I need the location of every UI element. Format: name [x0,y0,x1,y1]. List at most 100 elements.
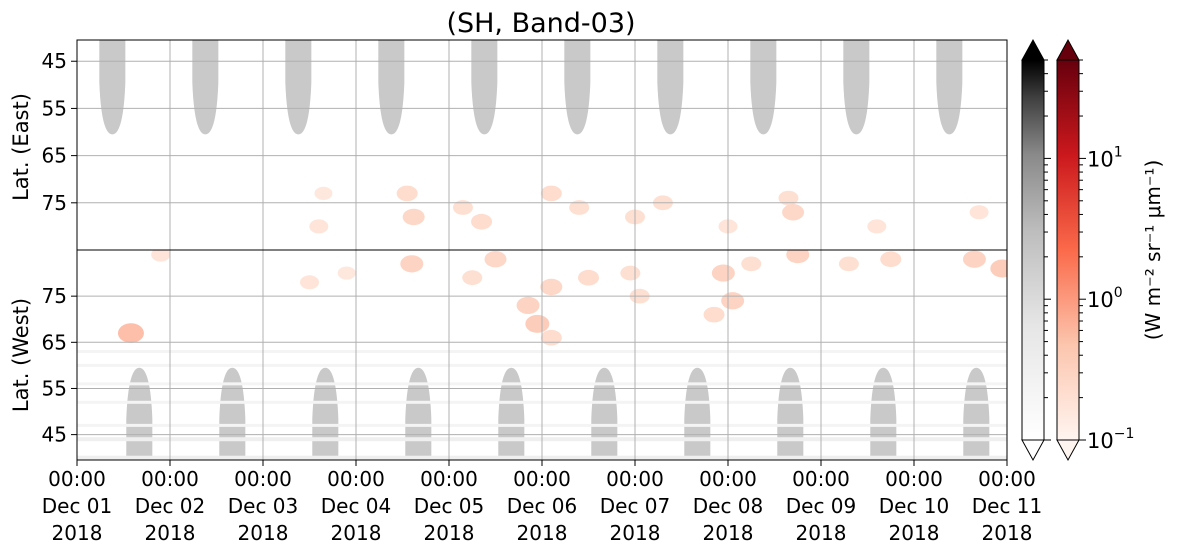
red-radiance-blob [402,208,425,226]
xtick-label: Dec 11 [972,494,1043,518]
west-grey-lobe [684,367,711,460]
red-radiance-blob [462,270,483,286]
red-radiance-blob [400,255,424,273]
xtick-label: 00:00 [48,467,106,491]
west-ytick-label: 65 [42,330,67,354]
west-grey-lobe [498,367,525,460]
red-radiance-blob [711,264,735,282]
colorbar-tick-label: 101 [1087,144,1123,171]
chart-title: (SH, Band-03) [446,8,635,39]
xtick-label: Dec 08 [693,494,764,518]
west-grey-lobe [126,367,153,460]
east-grey-lobe [471,40,498,135]
red-radiance-blob [969,205,989,220]
red-colorbar-body [1056,59,1080,441]
red-radiance-blob [990,259,1007,278]
east-grey-lobe [657,40,684,135]
red-colorbar-bottom-extend [1056,439,1080,462]
west-grey-lobe [219,367,246,460]
colorbars: 101 100 10−1 (W m⁻² sr⁻¹ μm⁻¹) [1021,38,1165,462]
west-ytick-label: 75 [42,284,67,308]
west-grey-lobe [405,367,432,460]
east-ytick-label: 55 [42,96,67,120]
xtick-label: 2018 [52,521,103,545]
east-grey-lobe [192,40,219,135]
xtick-label: 2018 [145,521,196,545]
red-radiance-blob [703,306,725,323]
east-panel [77,40,1007,250]
red-radiance-blob [117,323,144,343]
x-ticks: 00:00 Dec 01 2018 00:00 Dec 02 2018 00:00 Dec 0… [42,460,1043,545]
y-ticks: 45 55 65 75 75 65 55 45 [42,49,77,447]
xtick-label: Dec 03 [228,494,299,518]
west-ytick-label: 45 [42,423,67,447]
east-grey-lobe [750,40,777,135]
red-radiance-blob [578,269,599,286]
xtick-label: 00:00 [141,467,199,491]
red-colorbar-top-extend [1056,38,1080,61]
east-grey-lobe [564,40,591,135]
xtick-label: 00:00 [699,467,757,491]
xtick-label: Dec 05 [414,494,485,518]
red-radiance-blob [569,200,590,215]
xtick-label: 00:00 [234,467,292,491]
west-grey-lobe [963,367,990,460]
colorbar-ticks: 101 100 10−1 [1044,59,1134,453]
xtick-label: 00:00 [513,467,571,491]
east-grey-lobe [99,40,126,135]
red-radiance-blob [880,251,902,268]
red-radiance-blob [309,219,329,234]
west-grey-lobe [312,367,339,460]
west-panel [77,250,1007,460]
red-radiance-blob [721,292,745,310]
red-radiance-blob [314,186,333,200]
red-radiance-blob [962,250,986,268]
xtick-label: 2018 [796,521,847,545]
xtick-label: Dec 06 [507,494,578,518]
grey-colorbar-top-extend [1021,38,1045,61]
red-radiance-blob [786,250,810,264]
xtick-label: 00:00 [420,467,478,491]
west-grey-lobe [870,367,897,460]
red-radiance-blob [540,329,562,346]
xtick-label: Dec 04 [321,494,392,518]
grey-colorbar [1021,38,1045,462]
east-ylabel: Lat. (East) [9,93,33,201]
grey-colorbar-bottom-extend [1021,439,1045,462]
red-radiance-blob [151,250,171,262]
east-grey-lobe [843,40,870,135]
east-grid [77,40,1007,250]
xtick-label: 2018 [610,521,661,545]
red-radiance-blob [337,266,356,280]
red-colorbar [1056,38,1080,462]
xtick-label: 00:00 [792,467,850,491]
red-radiance-blob [838,256,859,272]
west-grey-lobe [591,367,618,460]
red-radiance-blob [525,314,550,333]
grey-colorbar-body [1021,59,1045,441]
xtick-label: 2018 [703,521,754,545]
colorbar-tick-label: 100 [1087,285,1123,312]
red-radiance-blob [484,251,507,268]
xtick-label: 2018 [238,521,289,545]
colorbar-tick-label: 10−1 [1087,426,1134,453]
east-grey-lobe [936,40,963,135]
east-grey-lobe [285,40,312,135]
red-radiance-blob [300,275,319,290]
xtick-label: 2018 [517,521,568,545]
west-grid [77,250,1007,460]
red-radiance-blob [540,278,563,296]
red-radiance-blob [620,265,641,281]
xtick-label: Dec 02 [135,494,206,518]
west-red-field [117,250,1007,346]
west-grey-lobe [777,367,804,460]
east-ytick-label: 75 [42,191,67,215]
xtick-label: 00:00 [978,467,1036,491]
east-red-field [309,185,989,234]
xtick-label: 00:00 [885,467,943,491]
east-grey-lobe [378,40,405,135]
xtick-label: 2018 [424,521,475,545]
red-radiance-blob [778,190,799,206]
